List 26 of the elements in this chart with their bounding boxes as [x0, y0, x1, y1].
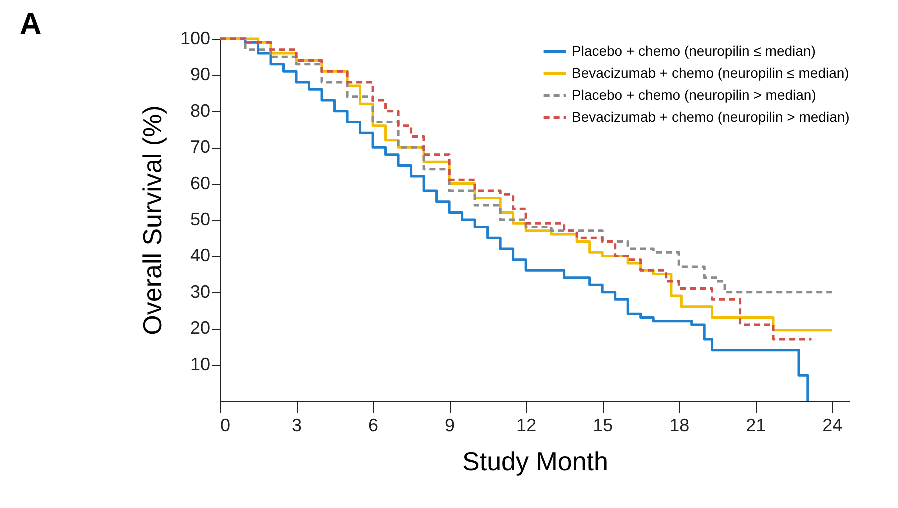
x-tick-label: 15	[593, 416, 614, 436]
x-tick-label: 18	[670, 416, 690, 436]
legend-label: Bevacizumab + chemo (neuropilin ≤ median)	[572, 65, 850, 81]
y-tick-label: 70	[190, 137, 210, 158]
y-tick-label: 100	[180, 28, 210, 48]
legend-label: Placebo + chemo (neuropilin ≤ median)	[572, 43, 816, 59]
x-tick-label: 24	[822, 416, 843, 436]
y-tick-label: 90	[190, 64, 210, 85]
legend-label: Bevacizumab + chemo (neuropilin > median)	[572, 109, 850, 125]
y-tick-label: 60	[190, 173, 210, 194]
y-tick-label: 80	[190, 100, 210, 121]
x-tick-label: 12	[516, 416, 537, 436]
x-tick-label: 9	[445, 416, 456, 436]
y-tick-label: 10	[190, 354, 210, 374]
y-tick-label: 20	[190, 318, 210, 338]
chart-title: A	[20, 8, 42, 41]
x-tick-label: 21	[746, 416, 766, 436]
y-tick-label: 50	[190, 210, 210, 230]
x-tick-label: 0	[220, 416, 231, 436]
y-tick-label: 40	[190, 246, 210, 266]
x-tick-label: 3	[292, 416, 302, 436]
y-tick-label: 30	[190, 282, 210, 302]
x-tick-label: 6	[368, 416, 379, 436]
y-axis-title: Overall Survival (%)	[137, 106, 168, 336]
legend-label: Placebo + chemo (neuropilin > median)	[572, 87, 816, 103]
x-axis-title: Study Month	[462, 446, 608, 476]
